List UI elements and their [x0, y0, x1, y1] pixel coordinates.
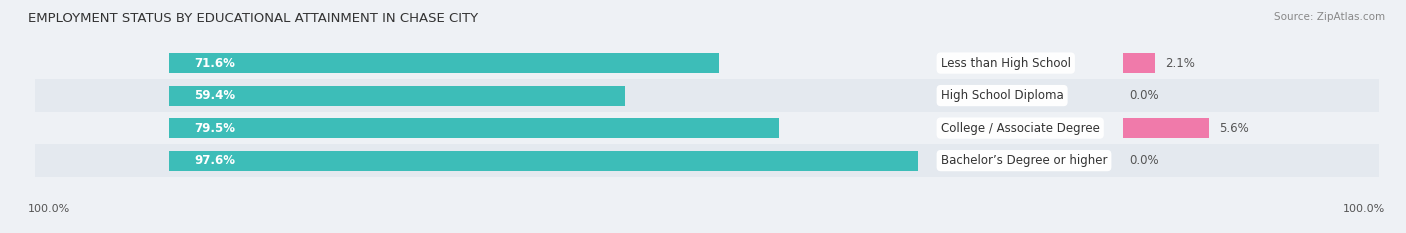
Text: 2.1%: 2.1% [1166, 57, 1195, 70]
Bar [169, 86, 626, 106]
Bar [169, 53, 718, 73]
Text: 79.5%: 79.5% [194, 122, 236, 135]
Bar [169, 151, 918, 171]
Text: 0.0%: 0.0% [1129, 89, 1159, 102]
Text: High School Diploma: High School Diploma [941, 89, 1063, 102]
Bar [1122, 53, 1154, 73]
Bar [1122, 118, 1209, 138]
Bar [35, 112, 1378, 144]
Text: 97.6%: 97.6% [194, 154, 236, 167]
Bar [35, 47, 1378, 79]
Text: College / Associate Degree: College / Associate Degree [941, 122, 1099, 135]
Text: Less than High School: Less than High School [941, 57, 1071, 70]
Text: EMPLOYMENT STATUS BY EDUCATIONAL ATTAINMENT IN CHASE CITY: EMPLOYMENT STATUS BY EDUCATIONAL ATTAINM… [28, 12, 478, 25]
Text: 5.6%: 5.6% [1219, 122, 1249, 135]
Text: 0.0%: 0.0% [1129, 154, 1159, 167]
Text: Source: ZipAtlas.com: Source: ZipAtlas.com [1274, 12, 1385, 22]
Bar [35, 144, 1378, 177]
Bar [35, 79, 1378, 112]
Text: 59.4%: 59.4% [194, 89, 236, 102]
Bar [169, 118, 779, 138]
Text: 100.0%: 100.0% [28, 204, 70, 214]
Text: 71.6%: 71.6% [194, 57, 235, 70]
Text: 100.0%: 100.0% [1343, 204, 1385, 214]
Text: Bachelor’s Degree or higher: Bachelor’s Degree or higher [941, 154, 1108, 167]
